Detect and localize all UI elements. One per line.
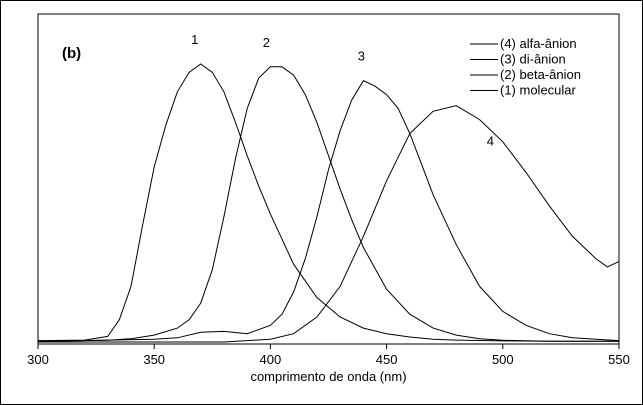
- x-tick-label: 550: [608, 352, 630, 367]
- series-2-line: [37, 66, 619, 342]
- x-tick-label: 500: [492, 352, 514, 367]
- x-tick-label: 450: [376, 352, 398, 367]
- legend-entry: (4) alfa-ânion: [500, 36, 577, 51]
- curve-label-4: 4: [487, 134, 494, 149]
- curve-labels: 1 2 3 4: [191, 32, 494, 149]
- curve-label-1: 1: [191, 32, 198, 47]
- legend-entry: (3) di-ânion: [500, 52, 566, 67]
- x-axis-title: comprimento de onda (nm): [250, 369, 406, 384]
- curves-group: [37, 63, 620, 343]
- curve-label-3: 3: [358, 49, 365, 64]
- series-1-line: [37, 63, 619, 342]
- legend: (4) alfa-ânion(3) di-ânion(2) beta-ânion…: [470, 36, 581, 98]
- series-4-line: [38, 105, 620, 343]
- x-tick-label: 400: [260, 352, 282, 367]
- curve-label-2: 2: [263, 35, 270, 50]
- legend-entry: (1) molecular: [500, 83, 577, 98]
- series-3-line: [37, 80, 620, 342]
- x-axis-ticks: 300 350 400 450 500 550: [27, 344, 630, 367]
- legend-entry: (2) beta-ânion: [500, 67, 581, 82]
- x-tick-label: 300: [27, 352, 49, 367]
- plot-area: [37, 13, 620, 345]
- panel-label: (b): [62, 45, 81, 62]
- x-tick-label: 350: [143, 352, 165, 367]
